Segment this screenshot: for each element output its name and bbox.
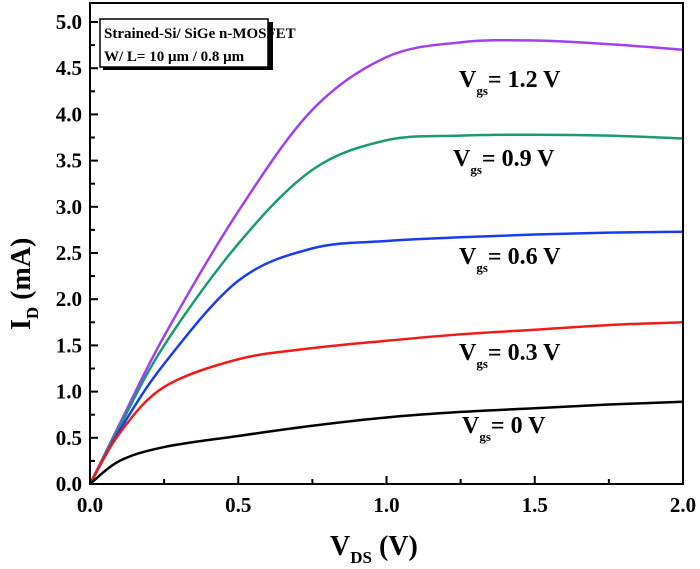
y-tick-label: 5.0 <box>56 10 82 34</box>
y-tick-label: 0.5 <box>56 426 82 450</box>
y-tick-label: 1.5 <box>56 333 82 357</box>
x-axis-label: VDS (V) <box>330 531 418 567</box>
annotation-box: Strained-Si/ SiGe n-MOSFET W/ L= 10 μm /… <box>99 18 296 70</box>
annotation-line-2: W/ L= 10 μm / 0.8 μm <box>104 49 245 65</box>
y-tick-label: 4.0 <box>56 102 82 126</box>
y-tick-label: 3.5 <box>56 149 82 173</box>
y-axis-label: ID (mA) <box>6 238 42 330</box>
x-tick-label: 1.5 <box>522 493 548 517</box>
series-label-1: Vgs= 0.9 V <box>453 146 555 177</box>
series-label-3: Vgs= 0.3 V <box>459 340 561 371</box>
x-tick-label: 0.0 <box>77 493 103 517</box>
y-tick-label: 3.0 <box>56 195 82 219</box>
y-tick-label: 4.5 <box>56 56 82 80</box>
y-tick-label: 0.0 <box>56 472 82 496</box>
series-labels: Vgs= 1.2 V Vgs= 0.9 V Vgs= 0.6 V Vgs= 0.3 V… <box>453 67 561 444</box>
series-label-0: Vgs= 1.2 V <box>459 67 561 98</box>
y-tick-label: 2.5 <box>56 241 82 265</box>
x-tick-label: 1.0 <box>373 493 399 517</box>
y-tick-label: 2.0 <box>56 287 82 311</box>
y-tick-label: 1.0 <box>56 380 82 404</box>
series-line-1 <box>88 133 684 485</box>
series-line-4 <box>89 400 684 485</box>
axis-ticks: 0.0 0.5 1.0 1.5 2.0 0.0 0.5 1.0 1.5 2.0 2.5 3.0 3.5 4… <box>56 10 696 517</box>
series-label-2: Vgs= 0.6 V <box>459 244 561 275</box>
curves <box>88 38 684 485</box>
annotation-line-1: Strained-Si/ SiGe n-MOSFET <box>104 26 296 42</box>
series-line-0 <box>88 38 684 485</box>
series-label-4: Vgs= 0 V <box>462 413 546 444</box>
x-tick-label: 2.0 <box>670 493 696 517</box>
plot-frame <box>89 2 684 485</box>
x-tick-label: 0.5 <box>225 493 251 517</box>
series-line-3 <box>88 321 684 485</box>
series-line-2 <box>88 230 684 485</box>
